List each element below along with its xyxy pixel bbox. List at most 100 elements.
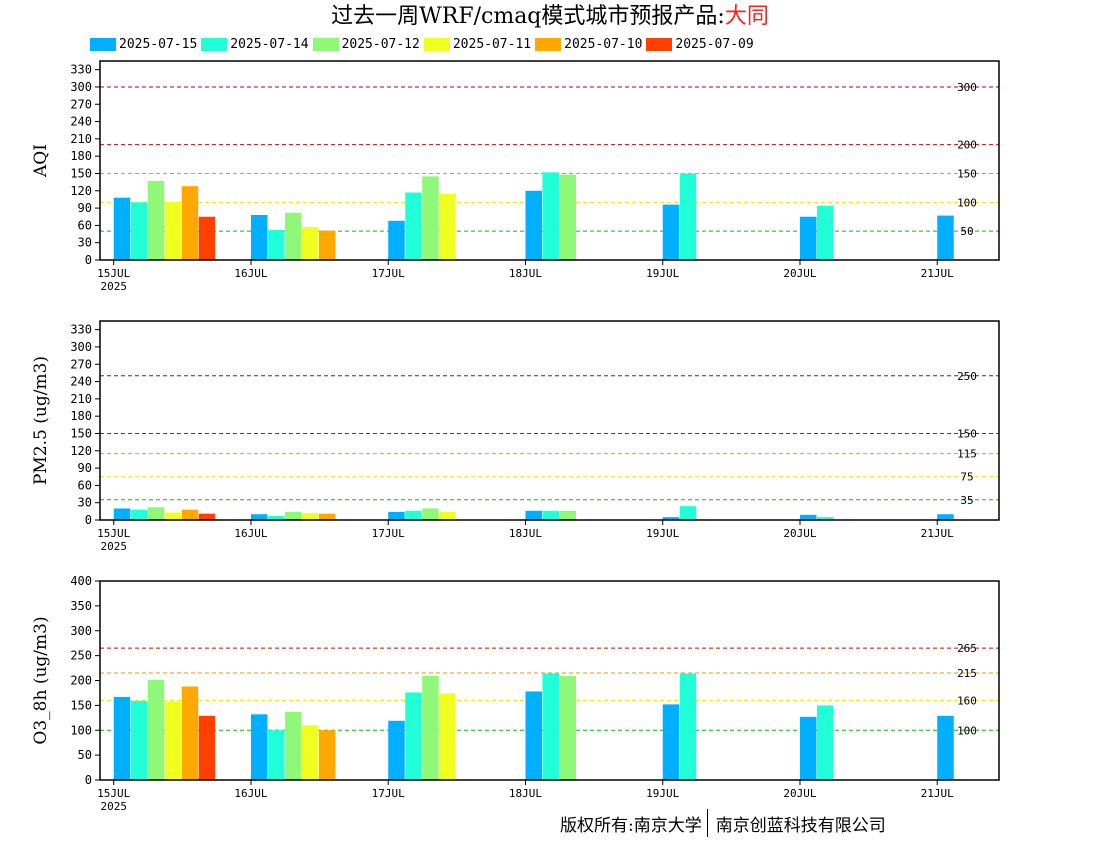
bar <box>198 216 216 260</box>
bar <box>164 202 182 260</box>
bar <box>525 691 542 780</box>
bar <box>113 696 131 780</box>
legend-swatch <box>423 37 450 51</box>
legend-item: 2025-07-09 <box>646 36 754 52</box>
y-tick-label: 300 <box>70 340 92 354</box>
x-tick-label: 16JUL <box>234 787 267 800</box>
y-tick-label: 240 <box>70 115 92 129</box>
x-tick-label: 16JUL <box>234 267 267 280</box>
bar <box>164 701 182 780</box>
bar <box>250 514 268 520</box>
y-tick-label: 300 <box>70 80 92 94</box>
bar <box>130 700 148 780</box>
bar <box>662 704 680 780</box>
x-tick-label: 18JUL <box>509 527 542 540</box>
threshold-label: 100 <box>957 196 977 209</box>
x-tick-label: 20JUL <box>783 267 816 280</box>
y-tick-label: 30 <box>78 236 92 250</box>
legend-swatch <box>646 37 673 51</box>
y-tick-label: 270 <box>70 357 92 371</box>
x-tick-label: 19JUL <box>646 787 679 800</box>
bar <box>662 204 680 260</box>
bar <box>388 220 405 260</box>
y-tick-label: 90 <box>78 461 92 475</box>
legend-item: 2025-07-12 <box>312 36 420 52</box>
y-tick-label: 210 <box>70 392 92 406</box>
copyright-right: 南京创蓝科技有限公司 <box>715 815 886 836</box>
x-year-label: 2025 <box>100 540 127 553</box>
bar <box>662 517 680 520</box>
bar <box>301 227 319 260</box>
legend: 2025-07-15 2025-07-14 2025-07-12 2025-07… <box>90 35 758 53</box>
y-tick-label: 180 <box>70 409 92 423</box>
x-tick-label: 15JUL <box>97 267 130 280</box>
bar <box>164 512 182 520</box>
bar <box>147 680 165 780</box>
legend-swatch <box>90 37 116 51</box>
threshold-label: 250 <box>957 370 977 383</box>
title-prefix: 过去一周WRF/cmaq模式城市预报产品: <box>331 4 725 29</box>
legend-label: 2025-07-09 <box>675 36 754 52</box>
bar <box>799 216 817 260</box>
bar <box>422 176 439 260</box>
bar <box>405 692 422 780</box>
bar <box>937 514 954 520</box>
bar <box>439 693 456 780</box>
bar <box>679 673 697 780</box>
y-tick-label: 300 <box>70 624 92 638</box>
y-tick-label: 50 <box>78 748 92 762</box>
y-tick-label: 270 <box>70 97 92 111</box>
x-year-label: 2025 <box>100 800 127 810</box>
legend-label: 2025-07-14 <box>230 36 309 52</box>
x-tick-label: 17JUL <box>372 527 405 540</box>
x-tick-label: 17JUL <box>372 787 405 800</box>
x-tick-label: 15JUL <box>97 527 130 540</box>
bar <box>559 510 576 520</box>
threshold-label: 215 <box>957 667 977 680</box>
legend-label: 2025-07-12 <box>341 36 420 52</box>
bar <box>542 510 559 520</box>
o3-chart: 100 160 215 265 0 50 100 150 200 250 300 350 400 15JU… <box>31 575 1000 810</box>
title-city: 大同 <box>724 4 769 29</box>
y-tick-label: 120 <box>70 184 92 198</box>
plot-frame <box>99 320 1000 521</box>
bar <box>147 180 165 260</box>
bar <box>439 511 456 520</box>
bar <box>816 517 834 520</box>
bar <box>422 676 439 780</box>
threshold-label: 75 <box>960 471 973 484</box>
threshold-label: 150 <box>957 167 977 180</box>
x-tick-label: 18JUL <box>509 787 542 800</box>
legend-label: 2025-07-10 <box>564 36 643 52</box>
bar <box>525 190 542 260</box>
threshold-label: 160 <box>957 694 977 707</box>
bar <box>284 212 302 260</box>
threshold-label: 115 <box>957 448 977 461</box>
bar <box>405 192 422 260</box>
bar <box>559 676 576 780</box>
legend-item: 2025-07-15 <box>90 37 197 52</box>
bar <box>130 509 148 520</box>
y-tick-label: 150 <box>70 698 92 712</box>
copyright-left: 版权所有:南京大学 <box>560 815 702 836</box>
x-tick-label: 19JUL <box>646 527 679 540</box>
legend-swatch <box>535 37 562 51</box>
x-year-label: 2025 <box>100 280 127 293</box>
bar <box>267 515 285 520</box>
bar <box>937 715 954 780</box>
bar <box>250 215 268 260</box>
legend-label: 2025-07-11 <box>452 36 532 52</box>
threshold-label: 150 <box>957 427 977 440</box>
bar <box>181 509 199 520</box>
footer-divider <box>706 809 708 837</box>
y-tick-label: 210 <box>70 132 92 146</box>
bar <box>405 510 422 520</box>
y-tick-label: 240 <box>70 375 92 389</box>
bar <box>388 511 405 520</box>
x-tick-label: 19JUL <box>646 267 679 280</box>
legend-swatch <box>312 37 339 51</box>
bar <box>301 725 319 780</box>
legend-item: 2025-07-10 <box>535 37 642 52</box>
y-tick-label: 150 <box>70 166 92 180</box>
bar <box>181 686 199 780</box>
